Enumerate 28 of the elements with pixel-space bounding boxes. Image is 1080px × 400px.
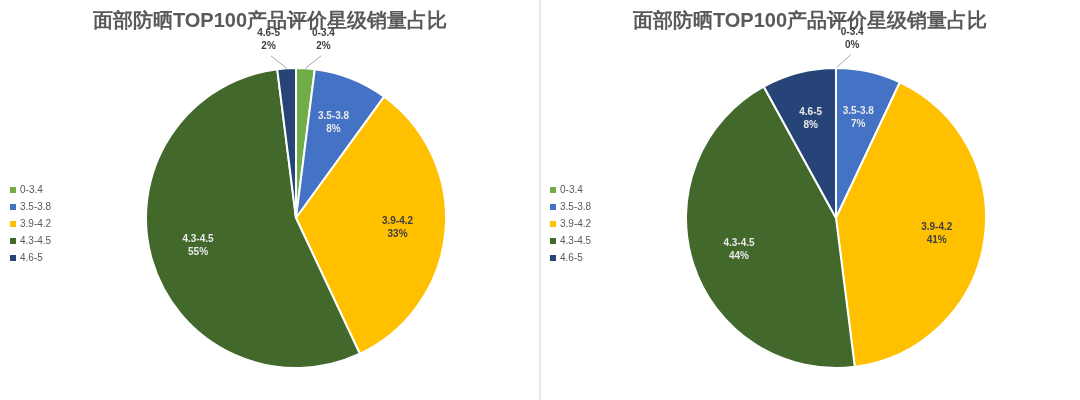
legend-label: 4.6-5 <box>20 252 44 263</box>
data-label: 2% <box>261 40 276 52</box>
legend-label: 4.3-4.5 <box>20 235 52 246</box>
slice-label: 4.3-4.5 <box>182 233 215 245</box>
data-label: 44% <box>728 249 750 261</box>
slice-label: 3.5-3.8 <box>317 110 350 122</box>
legend-label: 0-3.4 <box>560 184 584 195</box>
legend-label: 3.9-4.2 <box>20 218 52 229</box>
data-label: 41% <box>926 233 947 245</box>
data-label: 2% <box>316 40 331 52</box>
legend-label: 4.6-5 <box>560 252 584 263</box>
data-label: 8% <box>803 119 818 131</box>
text: 0% <box>844 38 860 50</box>
slice-label: 4.3-4.5 <box>723 236 755 248</box>
legend-label: 3.5-3.8 <box>20 201 52 212</box>
data-label: 55% <box>188 246 209 258</box>
data-label: 8% <box>326 123 341 135</box>
legend-label: 0-3.4 <box>20 184 44 195</box>
legend-label: 3.5-3.8 <box>560 201 592 212</box>
data-label: 33% <box>387 227 408 239</box>
slice-label: 3.9-4.2 <box>921 220 953 232</box>
legend-label: 3.9-4.2 <box>560 218 592 229</box>
slice-label: 3.5-3.8 <box>842 105 875 117</box>
legend-label: 4.3-4.5 <box>560 235 592 246</box>
data-label: 7% <box>851 118 866 130</box>
slice-label: 3.9-4.2 <box>381 214 414 226</box>
slice-label: 4.6-5 <box>257 27 281 39</box>
slice-label: 4.6-5 <box>799 106 823 118</box>
